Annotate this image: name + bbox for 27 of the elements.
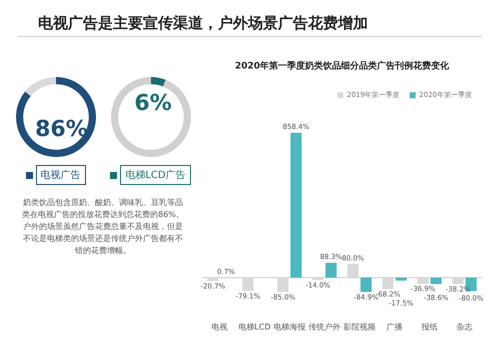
data-label: 86% (34, 116, 89, 144)
x-tick-label: 电梯海报 (274, 322, 306, 332)
x-tick-label: 传统户外 (308, 322, 340, 332)
bar (382, 278, 394, 290)
bar (430, 278, 442, 284)
text: 电视广告是主要宣传渠道，户外场景广告花费增加 (18, 8, 482, 37)
legend-label: 电视广告 (36, 165, 86, 185)
x-tick-label: 广播 (386, 322, 402, 332)
bar (207, 278, 219, 282)
x-tick-label: 电视 (212, 322, 228, 332)
bar (452, 278, 464, 284)
bar (290, 132, 302, 278)
bar (325, 262, 337, 278)
data-label: 6% (133, 90, 173, 118)
x-tick-label: 报纸 (420, 322, 438, 332)
text: 奶类饮品包含原奶、酸奶、调味乳、豆乳等品类在电视广告的投放花费达到总花费的86%。户外的场景虽然广告花费总量不及电视，但是不论是电梯类的场景还是传统户外广告都有不错的花费增幅。 (22, 197, 184, 257)
bar (360, 278, 372, 292)
x-tick-label: 电梯LCD (238, 322, 271, 332)
bar (242, 278, 254, 291)
x-tick-label: 影院视频 (344, 322, 376, 332)
bar (347, 264, 359, 278)
x-tick-label: 杂志 (456, 322, 472, 332)
bar (277, 278, 289, 292)
bar (395, 278, 407, 281)
legend-label: 电梯LCD广告 (120, 165, 191, 185)
chart-title: 2020年第一季度奶类饮品细分品类广告刊例花费变化 (234, 60, 450, 72)
bar (417, 278, 429, 284)
